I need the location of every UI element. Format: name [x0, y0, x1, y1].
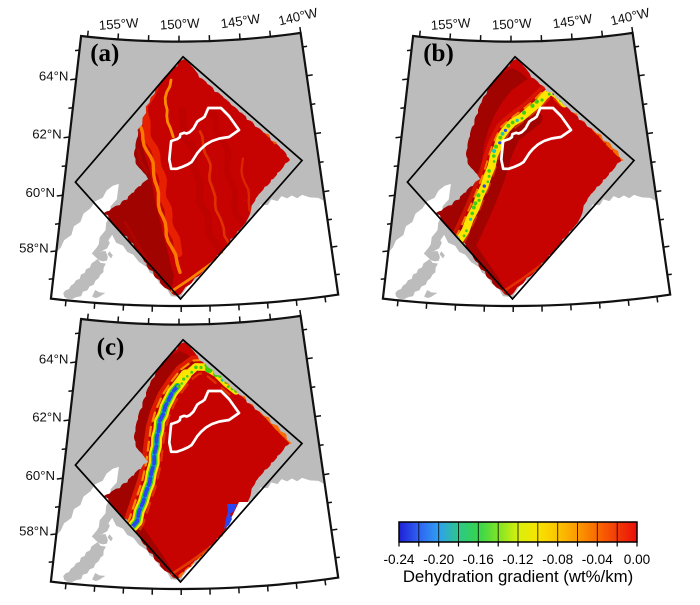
svg-text:64°N: 64°N — [39, 69, 68, 84]
svg-text:155°W: 155°W — [430, 15, 471, 33]
svg-text:0.00: 0.00 — [624, 552, 651, 567]
svg-text:60°N: 60°N — [26, 185, 55, 200]
svg-text:-0.20: -0.20 — [423, 552, 454, 567]
svg-text:(a): (a) — [90, 40, 119, 67]
svg-text:150°W: 150°W — [160, 15, 201, 32]
svg-text:(b): (b) — [423, 40, 454, 67]
svg-text:Dehydration gradient (wt%/km): Dehydration gradient (wt%/km) — [403, 567, 633, 586]
svg-text:145°W: 145°W — [552, 11, 594, 31]
svg-text:62°N: 62°N — [32, 410, 61, 425]
svg-text:-0.16: -0.16 — [463, 552, 494, 567]
svg-text:145°W: 145°W — [220, 11, 262, 31]
svg-text:58°N: 58°N — [19, 240, 48, 255]
svg-text:60°N: 60°N — [26, 468, 55, 483]
svg-text:-0.04: -0.04 — [582, 552, 613, 567]
svg-text:155°W: 155°W — [98, 15, 139, 33]
svg-text:150°W: 150°W — [492, 15, 533, 32]
svg-text:-0.12: -0.12 — [503, 552, 534, 567]
svg-text:-0.08: -0.08 — [542, 552, 573, 567]
svg-text:(c): (c) — [97, 334, 125, 361]
svg-text:62°N: 62°N — [32, 127, 61, 142]
svg-text:-0.24: -0.24 — [384, 552, 415, 567]
svg-text:64°N: 64°N — [39, 352, 68, 367]
svg-text:58°N: 58°N — [19, 523, 48, 538]
